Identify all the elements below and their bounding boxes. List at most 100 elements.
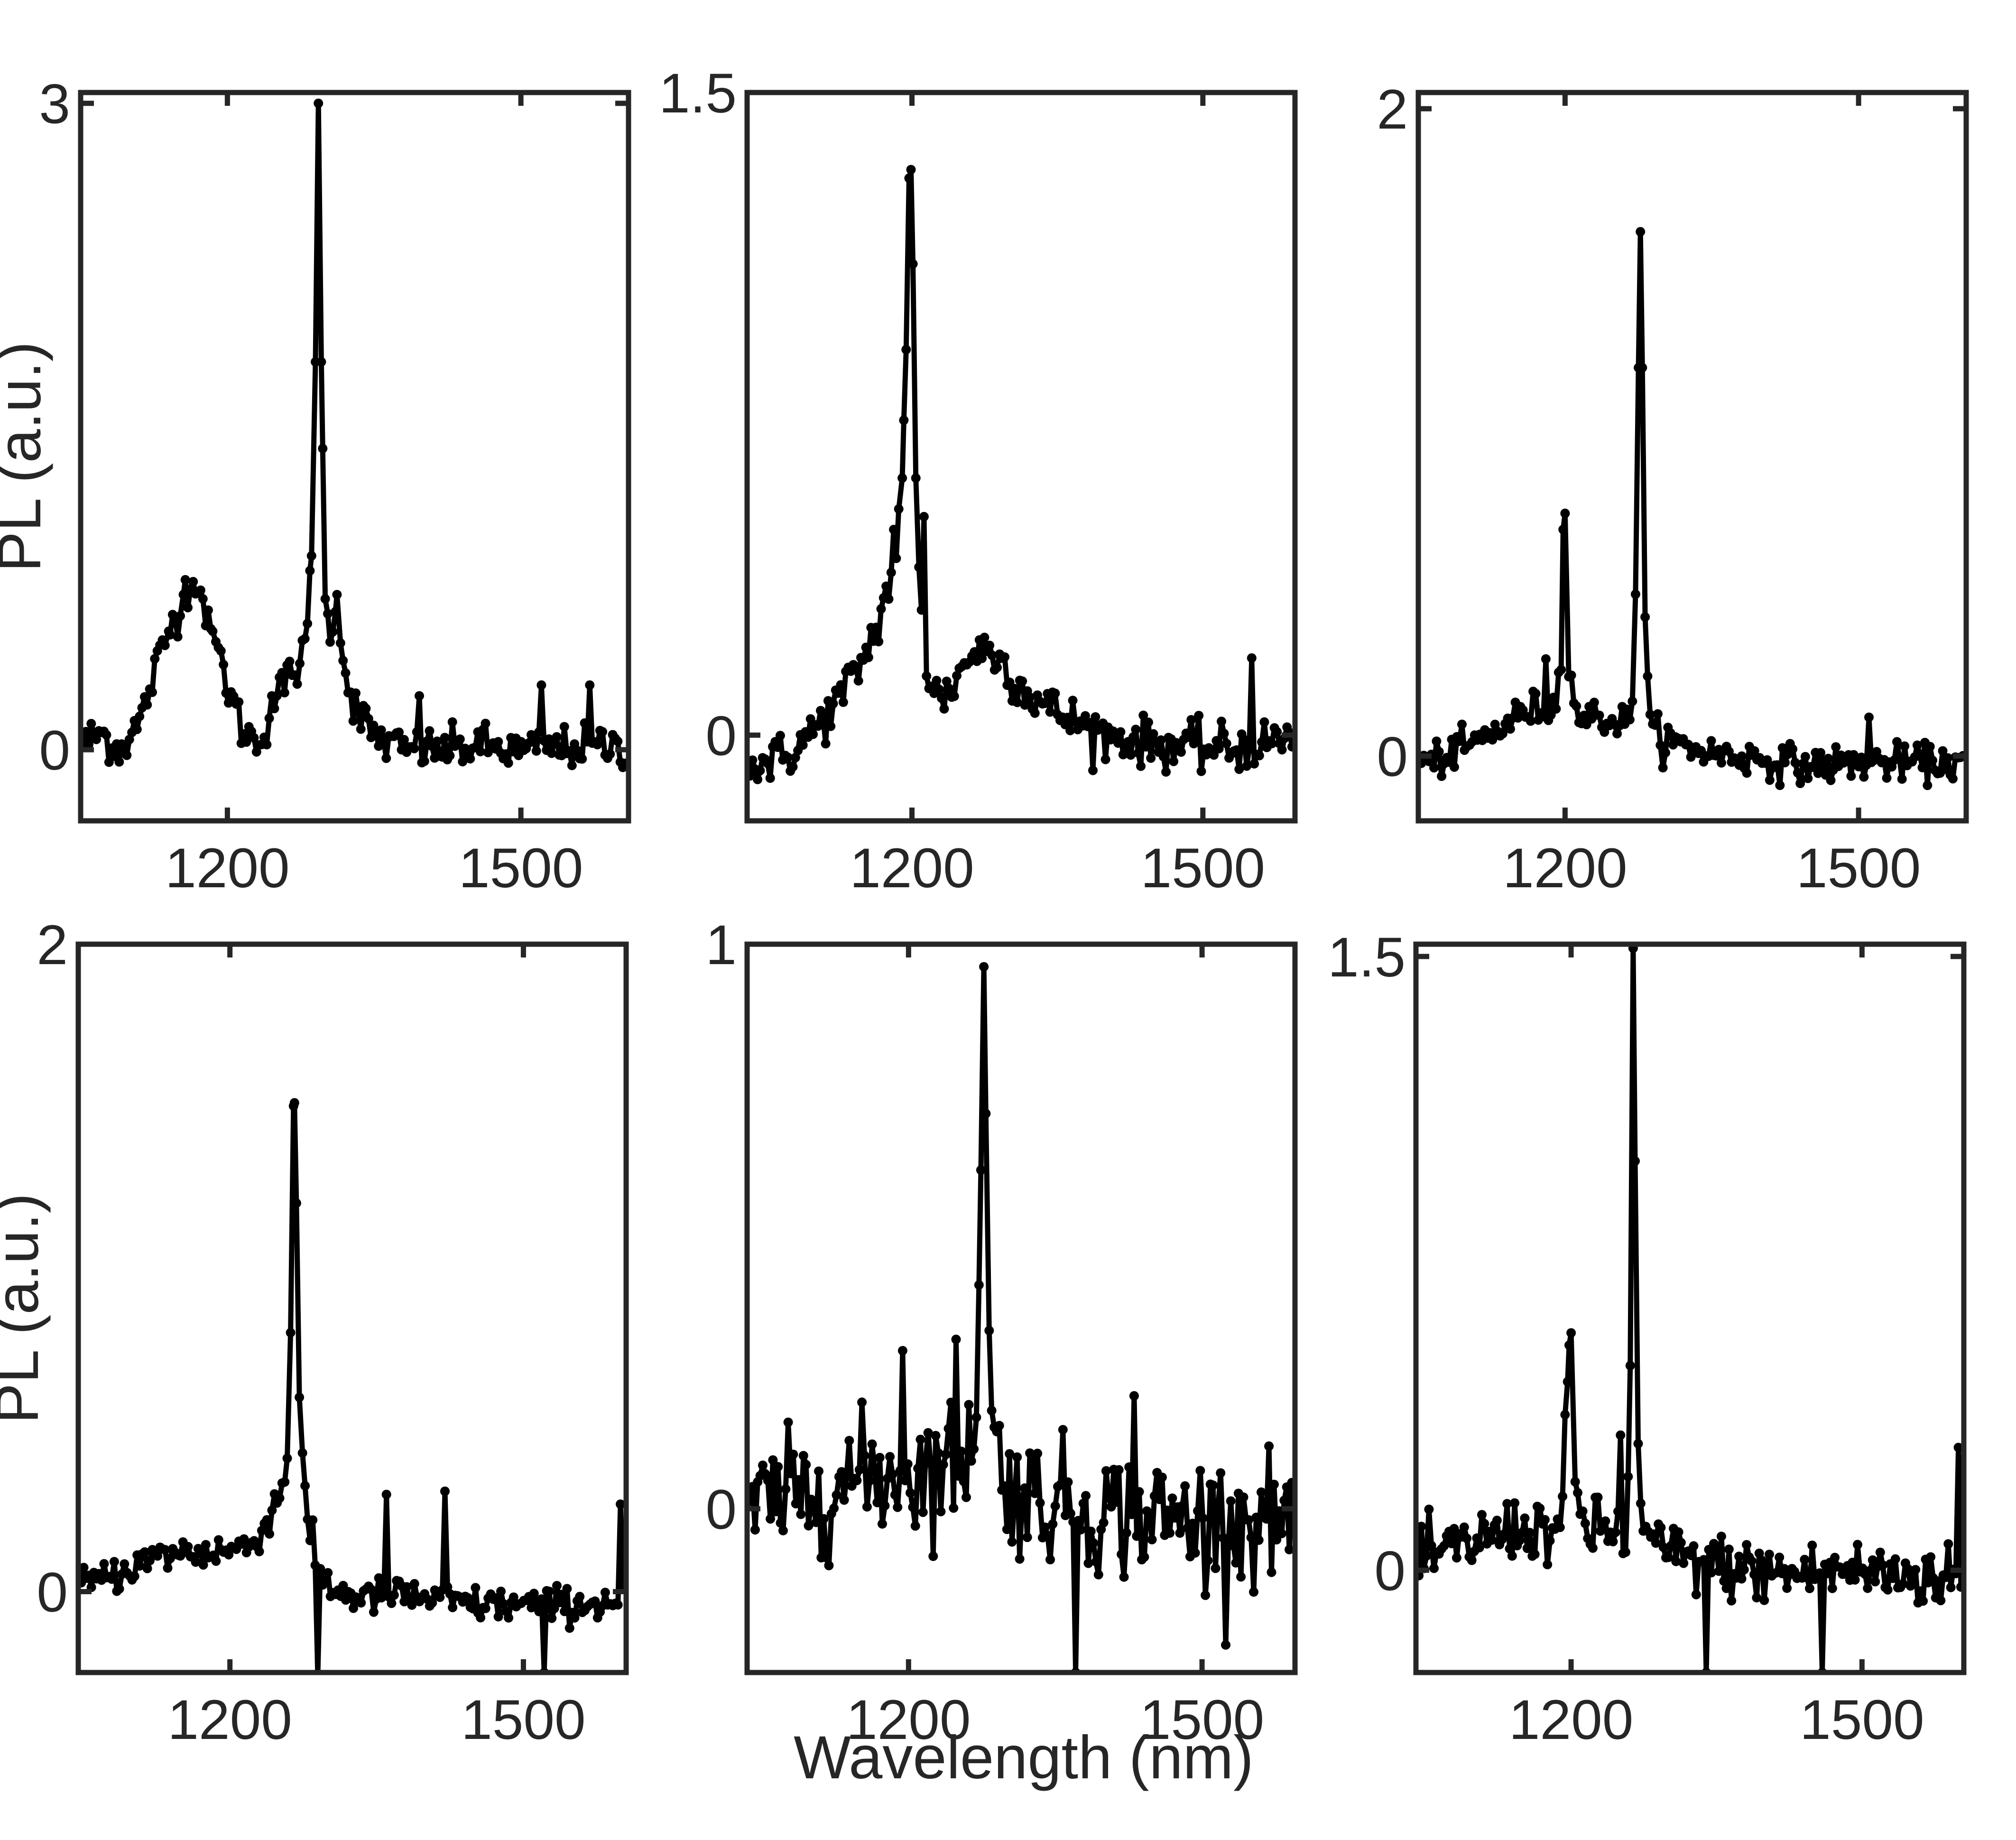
data-point — [1882, 773, 1892, 783]
data-point — [1472, 1533, 1482, 1543]
data-point — [1148, 729, 1158, 739]
data-point — [1040, 1522, 1050, 1532]
data-point — [262, 740, 272, 750]
data-point — [264, 713, 274, 723]
data-point — [1231, 745, 1241, 755]
data-point — [476, 1613, 486, 1623]
data-point — [1946, 1582, 1956, 1592]
data-point — [160, 1545, 170, 1555]
data-point — [1578, 1506, 1588, 1516]
data-point — [280, 1477, 290, 1487]
data-point — [1219, 729, 1229, 738]
data-point — [501, 749, 511, 759]
data-point — [1454, 736, 1464, 746]
data-point — [980, 632, 990, 642]
data-point — [1676, 1538, 1686, 1548]
data-point — [880, 1501, 890, 1511]
data-point — [1628, 697, 1637, 706]
data-point — [857, 1397, 867, 1407]
panel-1: 1200 1500 0 3 PL (a.u.) — [0, 73, 631, 900]
data-point — [1888, 1573, 1898, 1583]
data-point — [1254, 751, 1264, 761]
data-point — [943, 1423, 953, 1433]
data-point — [216, 646, 226, 656]
data-point — [1136, 761, 1146, 771]
data-point — [1762, 1562, 1772, 1572]
data-point — [374, 1573, 384, 1583]
data-point — [292, 679, 302, 689]
data-point — [1474, 1543, 1484, 1552]
data-point — [884, 594, 894, 604]
data-point — [1236, 1572, 1246, 1582]
data-point — [1526, 716, 1535, 726]
data-point — [951, 1334, 961, 1344]
data-point — [798, 1451, 808, 1460]
data-point — [1058, 1425, 1068, 1435]
data-point — [1247, 653, 1257, 663]
data-point — [1117, 1549, 1127, 1559]
y-tick-label: 3 — [39, 73, 70, 136]
data-point — [1124, 1462, 1134, 1472]
data-point — [493, 737, 503, 747]
data-point — [987, 651, 997, 660]
data-point — [1875, 1547, 1885, 1557]
data-point — [1661, 748, 1670, 758]
data-point — [1793, 768, 1803, 778]
data-point — [881, 581, 891, 591]
data-point — [1800, 1554, 1810, 1564]
data-point — [1813, 768, 1823, 778]
data-point — [1157, 1472, 1167, 1482]
data-point — [305, 1535, 315, 1545]
data-point — [1226, 1496, 1236, 1506]
data-point — [1892, 737, 1902, 747]
data-point — [160, 641, 170, 651]
data-point — [1905, 1581, 1915, 1591]
data-point — [899, 415, 909, 425]
data-point — [323, 609, 333, 619]
data-point — [875, 1453, 885, 1462]
data-point — [1790, 758, 1800, 768]
data-point — [1254, 1535, 1264, 1545]
data-point — [1131, 725, 1141, 734]
data-point — [1116, 727, 1126, 737]
data-point — [1249, 1587, 1258, 1597]
data-point — [163, 1563, 173, 1573]
data-point — [1091, 1557, 1101, 1567]
data-point — [1912, 740, 1922, 750]
data-point — [871, 623, 881, 632]
trace-5 — [747, 962, 1295, 1673]
data-point — [969, 1444, 979, 1454]
data-point — [1088, 765, 1098, 775]
data-point — [906, 165, 916, 175]
data-point — [1936, 1596, 1946, 1606]
data-point — [798, 740, 808, 750]
data-point — [776, 1518, 786, 1528]
data-point — [1065, 725, 1075, 735]
data-point — [1177, 1501, 1187, 1511]
data-point — [1083, 1558, 1093, 1568]
data-point — [1868, 1555, 1877, 1565]
data-point — [196, 1548, 206, 1558]
data-point — [1012, 1452, 1022, 1462]
data-point — [836, 680, 846, 690]
data-point — [1531, 689, 1541, 698]
data-point — [854, 1465, 864, 1475]
data-point — [1765, 775, 1775, 785]
data-point — [1815, 1568, 1825, 1578]
data-point — [1721, 1583, 1731, 1593]
data-point — [361, 704, 371, 714]
data-point — [562, 1584, 572, 1594]
data-point — [440, 733, 450, 743]
data-point — [1831, 742, 1841, 752]
data-point — [1780, 758, 1790, 768]
data-point — [1823, 753, 1833, 763]
data-point — [555, 1598, 564, 1608]
data-point — [1636, 227, 1646, 237]
data-point — [1113, 738, 1123, 748]
data-point — [445, 751, 455, 761]
data-point — [1788, 744, 1798, 754]
data-point — [1050, 688, 1060, 698]
data-point — [1462, 1533, 1472, 1543]
data-point — [791, 1499, 801, 1509]
data-point — [1734, 1552, 1744, 1561]
